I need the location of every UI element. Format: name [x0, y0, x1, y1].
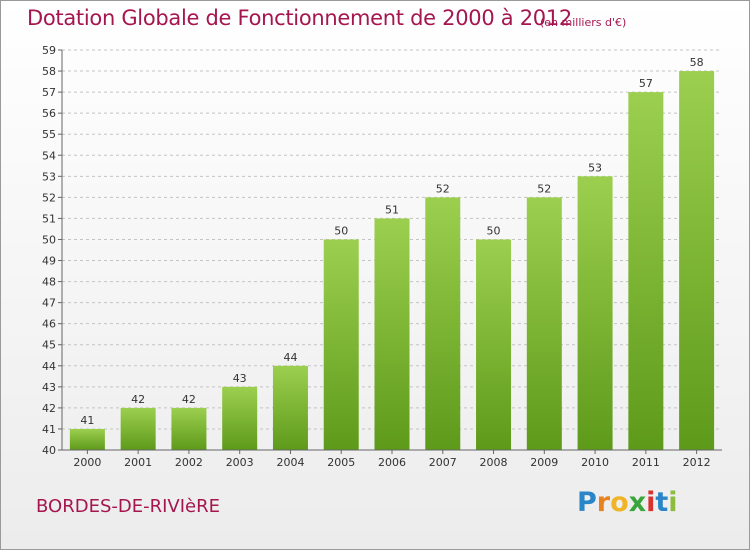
logo-letter: t	[655, 487, 669, 518]
y-tick-label: 57	[42, 86, 56, 99]
x-tick-label: 2010	[581, 456, 609, 469]
bar	[425, 197, 461, 450]
x-tick-label: 2012	[683, 456, 711, 469]
unit-note: (en milliers d'€)	[540, 16, 627, 29]
x-tick-label: 2009	[530, 456, 558, 469]
bar-value-label: 44	[283, 351, 297, 364]
y-tick-label: 50	[42, 233, 56, 246]
y-tick-label: 42	[42, 402, 56, 415]
x-tick-label: 2005	[327, 456, 355, 469]
bar-value-label: 51	[385, 203, 399, 216]
x-tick-label: 2006	[378, 456, 406, 469]
bar	[679, 71, 715, 450]
logo-letter: r	[596, 487, 611, 518]
y-tick-label: 58	[42, 65, 56, 78]
x-tick-label: 2002	[175, 456, 203, 469]
x-tick-label: 2003	[226, 456, 254, 469]
bar-value-label: 42	[182, 393, 196, 406]
bar	[120, 407, 156, 450]
proxiti-logo: Proxiti	[577, 487, 678, 518]
y-tick-label: 53	[42, 170, 56, 183]
logo-letter: i	[668, 487, 678, 518]
bar	[526, 197, 562, 450]
bar	[69, 428, 105, 450]
bar-value-label: 50	[334, 224, 348, 237]
y-tick-label: 55	[42, 128, 56, 141]
bar	[222, 386, 258, 450]
bar	[476, 239, 512, 450]
bar-value-label: 50	[487, 224, 501, 237]
chart-title: Dotation Globale de Fonctionnement de 20…	[27, 6, 572, 30]
x-tick-label: 2008	[480, 456, 508, 469]
y-tick-label: 49	[42, 255, 56, 268]
bar-value-label: 43	[233, 372, 247, 385]
y-tick-label: 40	[42, 444, 56, 457]
bar	[374, 218, 410, 450]
y-tick-label: 45	[42, 339, 56, 352]
logo-letter: i	[646, 487, 656, 518]
y-tick-label: 51	[42, 212, 56, 225]
logo-letter: x	[628, 487, 647, 518]
bar-value-label: 57	[639, 77, 653, 90]
y-tick-label: 54	[42, 149, 56, 162]
bars: 41 42 42 43 44 50 51 52 50 52 53 57 58	[69, 56, 715, 451]
x-tick-label: 2011	[632, 456, 660, 469]
axes: 40 41 42 43 44 45 46 47 48 49 50 51 52 53 54 55 56 57 58 59…	[42, 44, 722, 469]
y-tick-label: 52	[42, 191, 56, 204]
bar-value-label: 52	[436, 182, 450, 195]
y-tick-label: 56	[42, 107, 56, 120]
y-tick-label: 48	[42, 276, 56, 289]
bar-value-label: 53	[588, 161, 602, 174]
logo-letter: o	[610, 487, 629, 518]
bar-value-label: 42	[131, 393, 145, 406]
x-tick-label: 2001	[124, 456, 152, 469]
bar-value-label: 41	[80, 414, 94, 427]
x-tick-label: 2000	[73, 456, 101, 469]
bar-value-label: 52	[537, 182, 551, 195]
bar	[577, 176, 613, 450]
y-tick-label: 59	[42, 44, 56, 57]
y-tick-label: 41	[42, 423, 56, 436]
x-tick-label: 2004	[276, 456, 304, 469]
x-tick-label: 2007	[429, 456, 457, 469]
bar	[272, 365, 308, 450]
bar	[171, 407, 207, 450]
y-tick-label: 44	[42, 360, 56, 373]
y-tick-label: 46	[42, 318, 56, 331]
bar-value-label: 58	[690, 56, 704, 69]
bar	[323, 239, 359, 450]
y-tick-label: 47	[42, 297, 56, 310]
logo-letter: P	[577, 487, 597, 518]
commune-name: BORDES-DE-RIVIèRE	[36, 496, 220, 517]
y-tick-label: 43	[42, 381, 56, 394]
bar	[628, 92, 664, 451]
